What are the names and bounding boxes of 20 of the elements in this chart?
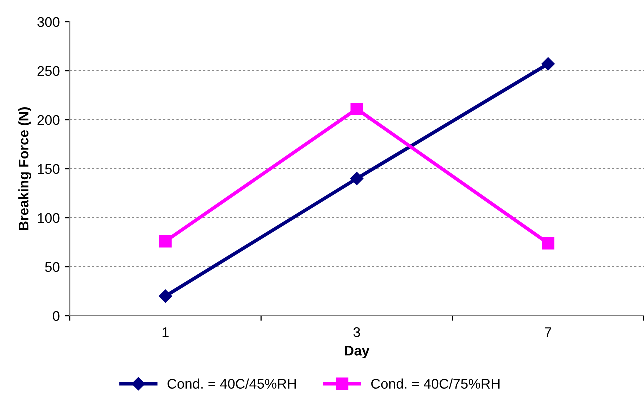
point <box>159 290 172 303</box>
legend-label: Cond. = 40C/45%RH <box>168 378 296 389</box>
point <box>350 172 364 186</box>
x-tick-label: 1 <box>162 328 169 338</box>
y-tick-label: 200 <box>38 115 60 126</box>
y-tick-label: 300 <box>38 17 60 28</box>
y-tick-label: 50 <box>45 262 60 272</box>
y-axis-title: Breaking Force (N) <box>18 108 32 230</box>
point <box>350 102 364 116</box>
y-tick-label: 100 <box>38 213 60 224</box>
x-tick-label: 3 <box>354 327 360 338</box>
x-axis-title: Day <box>345 346 370 359</box>
y-tick-label: 0 <box>53 311 60 322</box>
legend-label: Cond. = 40C/75%RH <box>372 378 500 389</box>
point <box>159 235 172 248</box>
x-tick-label: 7 <box>545 328 552 338</box>
y-tick-label: 150 <box>38 164 60 174</box>
point <box>542 58 555 71</box>
y-tick-label: 250 <box>38 66 60 76</box>
point <box>542 237 555 250</box>
